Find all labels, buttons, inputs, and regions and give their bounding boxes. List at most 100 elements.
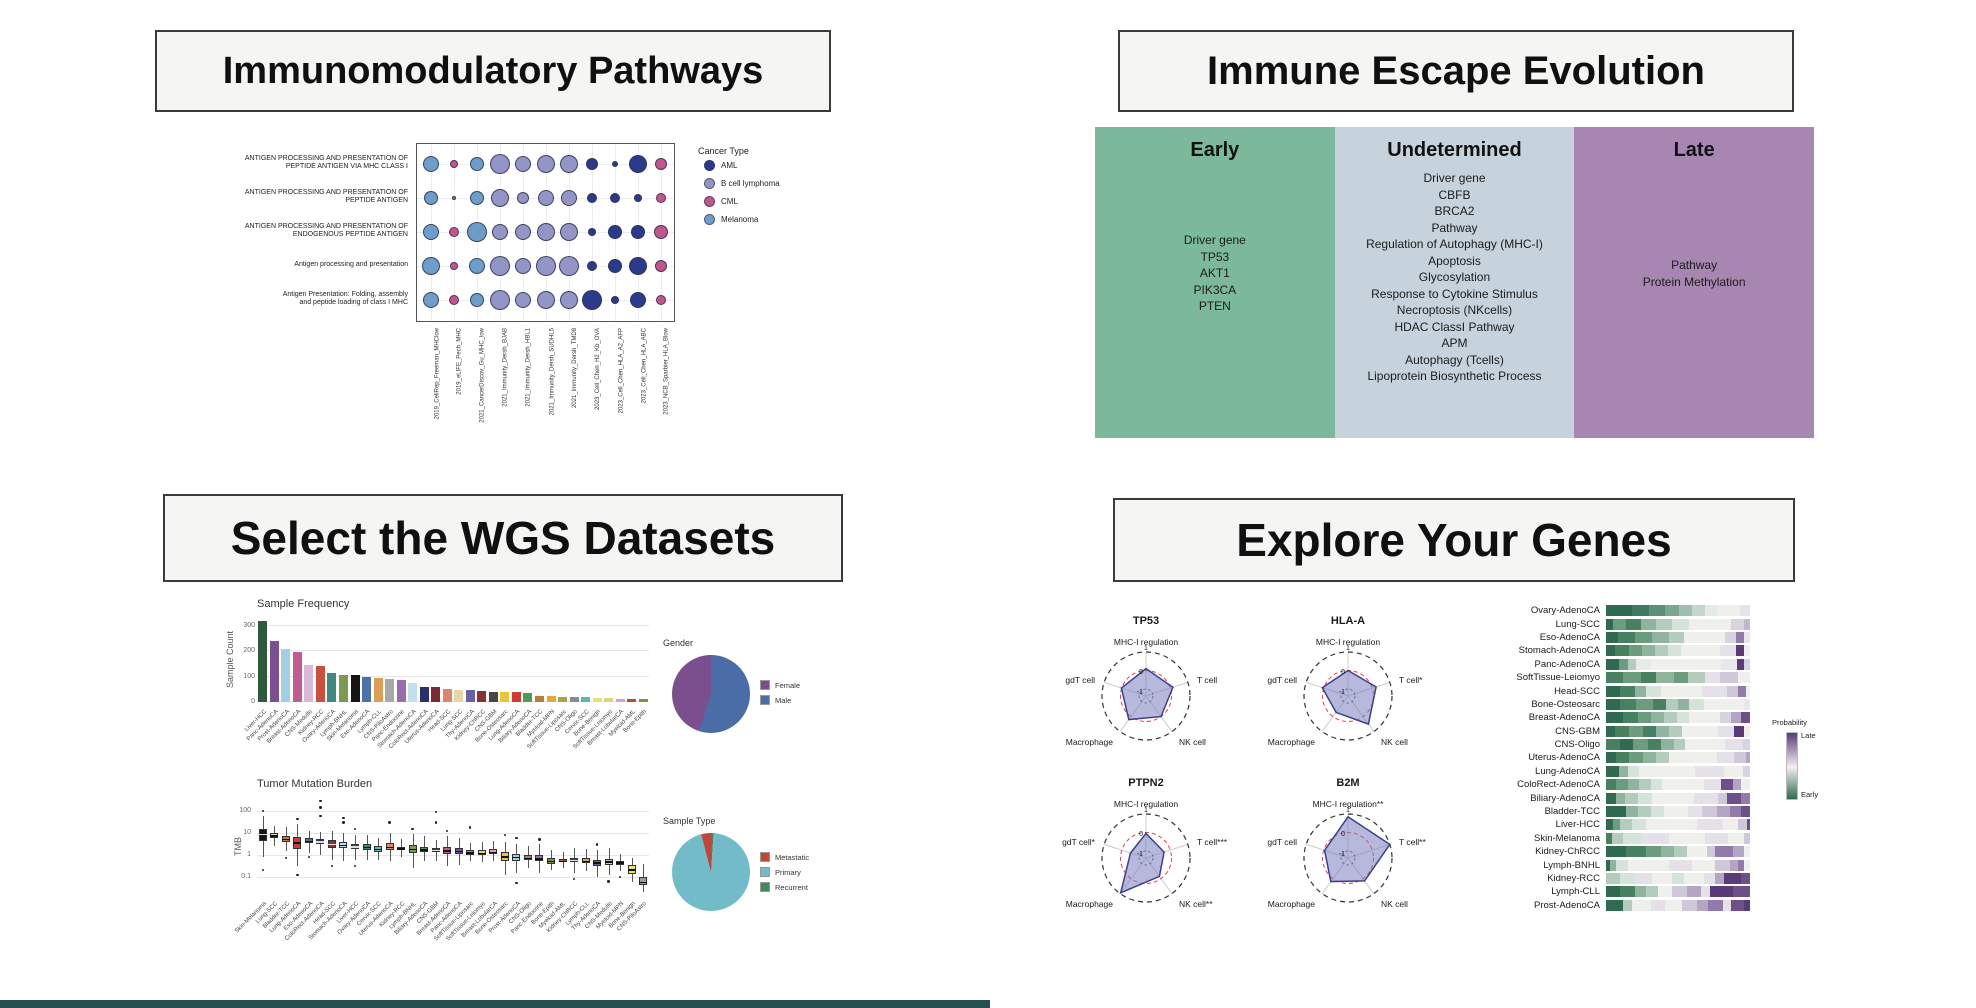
heatmap-segment bbox=[1614, 645, 1630, 657]
outlier-dot bbox=[607, 880, 610, 883]
legend-item: B cell lymphoma bbox=[704, 178, 780, 189]
heatmap-segment bbox=[1617, 631, 1635, 643]
dot bbox=[629, 257, 647, 275]
median-line bbox=[258, 834, 267, 836]
bar bbox=[419, 686, 429, 702]
heatmap-segment bbox=[1744, 725, 1750, 737]
card-explore-your-genes[interactable]: Explore Your Genes bbox=[1113, 498, 1795, 582]
heatmap-row: ColoRect-AdenoCA bbox=[1462, 778, 1750, 791]
svg-text:HLA-A: HLA-A bbox=[1331, 615, 1365, 627]
heatmap-segment bbox=[1734, 752, 1746, 764]
heatmap-row: Prost-AdenoCA bbox=[1462, 899, 1750, 912]
heatmap-segment bbox=[1739, 605, 1750, 617]
heatmap-segment bbox=[1641, 645, 1655, 657]
heatmap-segment bbox=[1693, 792, 1719, 804]
svg-text:0: 0 bbox=[1341, 669, 1345, 676]
y-tick-label: 100 bbox=[239, 807, 251, 815]
median-line bbox=[420, 849, 429, 851]
legend-swatch bbox=[760, 680, 770, 690]
heatmap-segment bbox=[1744, 832, 1750, 844]
median-line bbox=[547, 860, 555, 862]
heatmap-segment bbox=[1627, 658, 1637, 670]
heatmap-row-bar bbox=[1606, 806, 1750, 818]
dot bbox=[561, 190, 577, 206]
legend-item: Melanoma bbox=[704, 214, 780, 225]
heatmap-segment bbox=[1735, 631, 1745, 643]
heatmap-segment bbox=[1744, 859, 1750, 871]
heatmap-segment bbox=[1606, 832, 1612, 844]
heatmap-segment bbox=[1741, 792, 1750, 804]
radar-polygon bbox=[1321, 669, 1377, 726]
box bbox=[627, 864, 636, 874]
outlier-dot bbox=[261, 809, 264, 813]
chart-title: Tumor Mutation Burden bbox=[257, 778, 373, 790]
card-immunomodulatory-pathways[interactable]: Immunomodulatory Pathways bbox=[155, 30, 831, 112]
escape-column-body: Driver gene CBFB BRCA2 Pathway Regulation of… bbox=[1335, 170, 1575, 385]
heatmap-segment bbox=[1686, 886, 1701, 898]
heatmap-row-bar bbox=[1606, 712, 1750, 724]
gene-radar-grid: TP53 MHC-I regulation T cell NK cell Macroph… bbox=[1041, 600, 1461, 940]
freq-plot bbox=[257, 616, 649, 702]
heatmap-segment bbox=[1703, 698, 1745, 710]
outlier-dot bbox=[319, 806, 322, 809]
dot bbox=[517, 192, 529, 204]
legend-swatch bbox=[704, 196, 715, 207]
median-line bbox=[270, 835, 279, 837]
heatmap-segment bbox=[1672, 618, 1690, 630]
heatmap-segment bbox=[1639, 765, 1696, 777]
bar bbox=[500, 692, 510, 702]
dot bbox=[515, 224, 531, 240]
outlier-dot bbox=[342, 821, 345, 824]
dot bbox=[656, 295, 666, 305]
heatmap-segment bbox=[1744, 645, 1750, 657]
heatmap-row-label: CNS-Oligo bbox=[1554, 739, 1600, 751]
heatmap-row-label: Bone-Osteosarc bbox=[1531, 698, 1600, 710]
heatmap-segment bbox=[1657, 886, 1673, 898]
heatmap-segment bbox=[1606, 658, 1619, 670]
heatmap-segment bbox=[1631, 899, 1651, 911]
dot bbox=[587, 261, 597, 271]
svg-text:T cell*: T cell* bbox=[1399, 675, 1423, 685]
heatmap-segment bbox=[1689, 698, 1704, 710]
heatmap-segment bbox=[1606, 873, 1621, 884]
heatmap-segment bbox=[1741, 806, 1750, 818]
escape-line: Glycosylation bbox=[1418, 270, 1491, 284]
legend-label: Male bbox=[775, 695, 792, 705]
escape-line: Necroptosis (NKcells) bbox=[1396, 303, 1513, 317]
outlier-dot bbox=[411, 827, 414, 831]
svg-text:Macrophage: Macrophage bbox=[1268, 899, 1316, 909]
outlier-dot bbox=[353, 827, 357, 831]
card-immune-escape-evolution[interactable]: Immune Escape Evolution bbox=[1118, 30, 1794, 112]
heatmap-segment bbox=[1646, 819, 1697, 831]
dot bbox=[654, 225, 668, 239]
heatmap-segment bbox=[1734, 725, 1745, 737]
heatmap-segment bbox=[1606, 605, 1632, 617]
heatmap-segment bbox=[1647, 739, 1661, 751]
bar bbox=[581, 697, 591, 702]
dot bbox=[655, 158, 667, 170]
y-tick-label: 0.1 bbox=[241, 872, 251, 880]
dotplot-y-label: ANTIGEN PROCESSING AND PRESENTATION OF E… bbox=[244, 222, 408, 239]
dotplot-y-label: ANTIGEN PROCESSING AND PRESENTATION OF P… bbox=[244, 154, 408, 171]
radar-polygon bbox=[1120, 667, 1174, 721]
bar bbox=[569, 697, 579, 702]
legend-swatch bbox=[704, 160, 715, 171]
heatmap-segment bbox=[1742, 739, 1750, 751]
legend-label: Metastatic bbox=[775, 852, 810, 862]
heatmap-segment bbox=[1688, 672, 1706, 684]
heatmap-segment bbox=[1744, 698, 1750, 710]
median-line bbox=[293, 842, 302, 844]
legend-label: AML bbox=[721, 161, 738, 170]
heatmap-segment bbox=[1744, 631, 1750, 643]
dotplot-x-label: 2019_CellRep_Freeman_MHClow bbox=[434, 328, 440, 420]
card-select-wgs-datasets[interactable]: Select the WGS Datasets bbox=[163, 494, 843, 582]
radar-hla-a: HLA-A MHC-I regulation T cell* NK cell Macro… bbox=[1267, 615, 1423, 747]
svg-text:0: 0 bbox=[1139, 831, 1143, 838]
median-line bbox=[408, 848, 417, 851]
svg-text:gdT cell: gdT cell bbox=[1267, 837, 1297, 847]
escape-line: AKT1 bbox=[1199, 266, 1230, 280]
heatmap-segment bbox=[1725, 739, 1743, 751]
heatmap-segment bbox=[1650, 712, 1664, 724]
heatmap-row-bar bbox=[1606, 739, 1750, 751]
heatmap-segment bbox=[1724, 765, 1743, 777]
